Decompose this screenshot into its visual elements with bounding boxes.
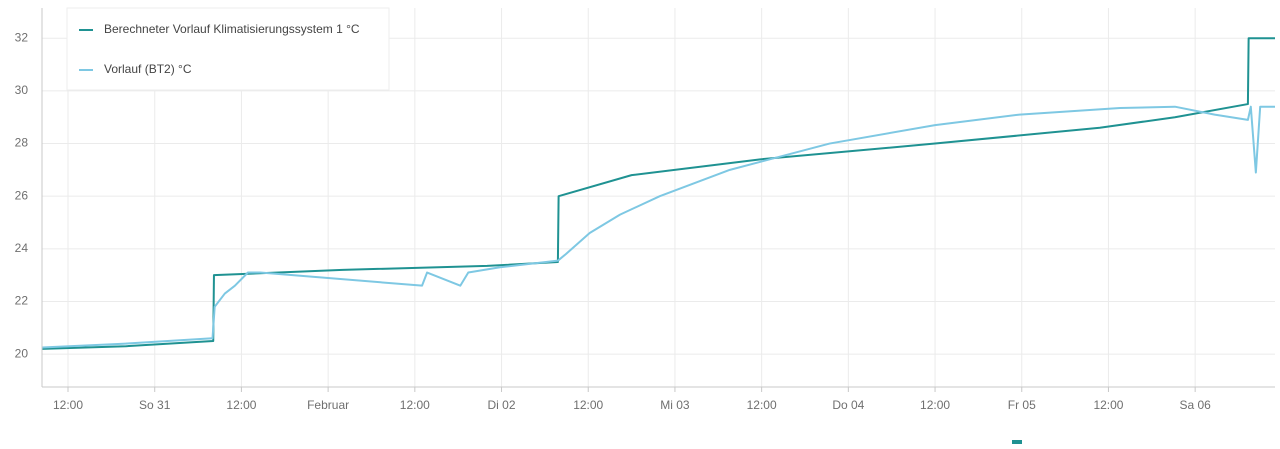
x-tick-label: 12:00: [400, 398, 430, 412]
legend-label: Berechneter Vorlauf Klimatisierungssyste…: [104, 22, 360, 36]
x-tick-label: Di 02: [488, 398, 516, 412]
x-tick-label: So 31: [139, 398, 171, 412]
x-tick-label: 12:00: [747, 398, 777, 412]
x-tick-label: 12:00: [53, 398, 83, 412]
y-tick-label: 28: [15, 136, 29, 150]
legend-label: Vorlauf (BT2) °C: [104, 62, 192, 76]
x-tick-label: 12:00: [226, 398, 256, 412]
x-tick-label: Fr 05: [1008, 398, 1036, 412]
x-tick-label: Februar: [307, 398, 349, 412]
y-tick-label: 24: [15, 241, 29, 255]
x-tick-label: 12:00: [573, 398, 603, 412]
scroll-indicator: [1012, 440, 1022, 444]
y-tick-label: 20: [15, 346, 29, 360]
y-tick-label: 22: [15, 294, 29, 308]
plot-area: [41, 37, 1275, 350]
x-tick-label: Mi 03: [660, 398, 690, 412]
y-tick-label: 32: [15, 30, 29, 44]
legend: Berechneter Vorlauf Klimatisierungssyste…: [66, 7, 390, 91]
legend-box: [66, 7, 390, 91]
x-tick-label: 12:00: [920, 398, 950, 412]
y-tick-label: 30: [15, 83, 29, 97]
x-tick-label: Sa 06: [1179, 398, 1211, 412]
x-tick-label: 12:00: [1093, 398, 1123, 412]
x-tick-label: Do 04: [832, 398, 864, 412]
y-tick-label: 26: [15, 188, 29, 202]
series-line: [41, 105, 1275, 349]
